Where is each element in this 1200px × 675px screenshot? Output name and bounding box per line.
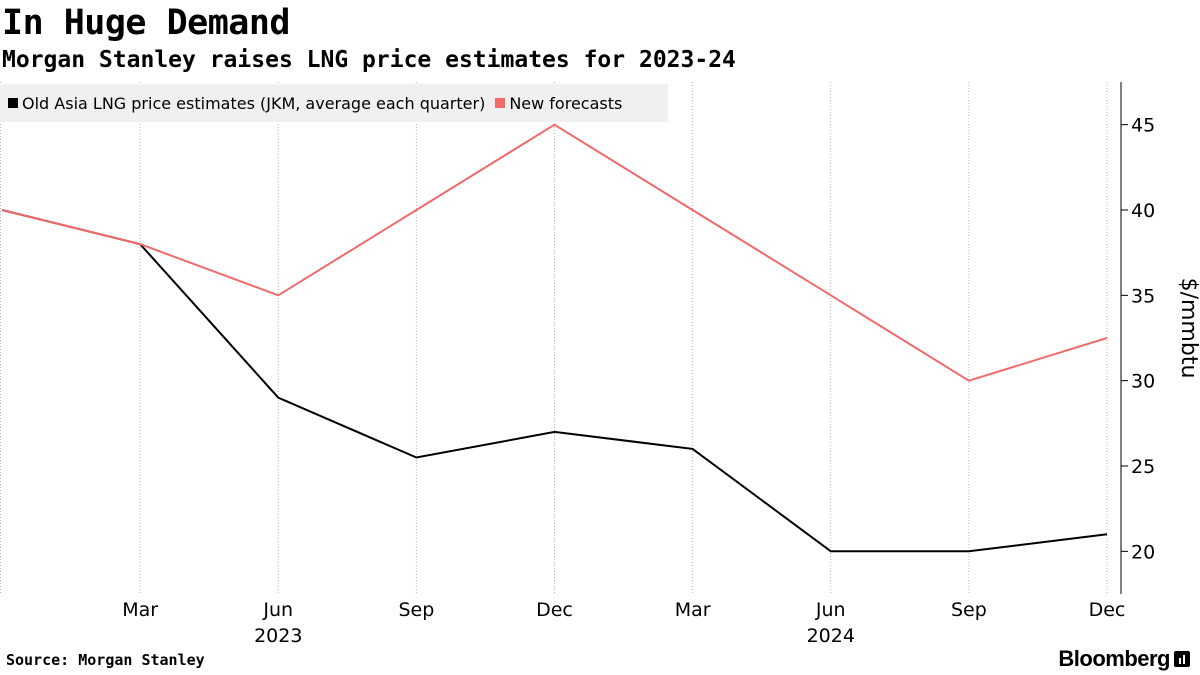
chart-legend: Old Asia LNG price estimates (JKM, avera… — [0, 84, 668, 122]
legend-swatch-old — [8, 98, 18, 108]
legend-item-old: Old Asia LNG price estimates (JKM, avera… — [8, 94, 485, 113]
x-year-label: 2024 — [807, 625, 855, 647]
x-tick-label: Dec — [536, 599, 573, 621]
x-tick-label: Jun — [815, 599, 846, 621]
x-tick-label: Sep — [398, 599, 434, 621]
bloomberg-chart-icon — [1174, 651, 1190, 667]
x-tick-label: Jun — [262, 599, 293, 621]
y-tick-label: 40 — [1131, 200, 1155, 222]
x-year-label: 2023 — [254, 625, 302, 647]
x-tick-label: Mar — [122, 599, 158, 621]
brand-name: Bloomberg — [1058, 646, 1170, 671]
legend-label-new: New forecasts — [509, 93, 623, 113]
legend-item-new: New forecasts — [495, 94, 622, 113]
y-tick-label: 30 — [1131, 371, 1155, 393]
source-note: Source: Morgan Stanley — [6, 651, 205, 669]
series-line-new-forecasts — [1, 123, 1108, 382]
chart-title: In Huge Demand — [2, 3, 291, 43]
brand-logo: Bloomberg — [1058, 646, 1190, 672]
y-tick-label: 20 — [1131, 541, 1155, 563]
x-tick-label: Dec — [1089, 599, 1126, 621]
y-tick-label: 25 — [1131, 456, 1155, 478]
y-axis-label: $/mmbtu — [1176, 278, 1200, 379]
series-line-old-estimates — [1, 209, 1108, 553]
x-tick-label: Mar — [675, 599, 711, 621]
y-tick-label: 35 — [1131, 285, 1155, 307]
x-tick-label: Sep — [951, 599, 987, 621]
chart-subtitle: Morgan Stanley raises LNG price estimate… — [2, 47, 736, 73]
y-tick-label: 45 — [1131, 115, 1155, 137]
legend-swatch-new — [495, 98, 506, 108]
legend-label-old: Old Asia LNG price estimates (JKM, avera… — [22, 93, 486, 113]
